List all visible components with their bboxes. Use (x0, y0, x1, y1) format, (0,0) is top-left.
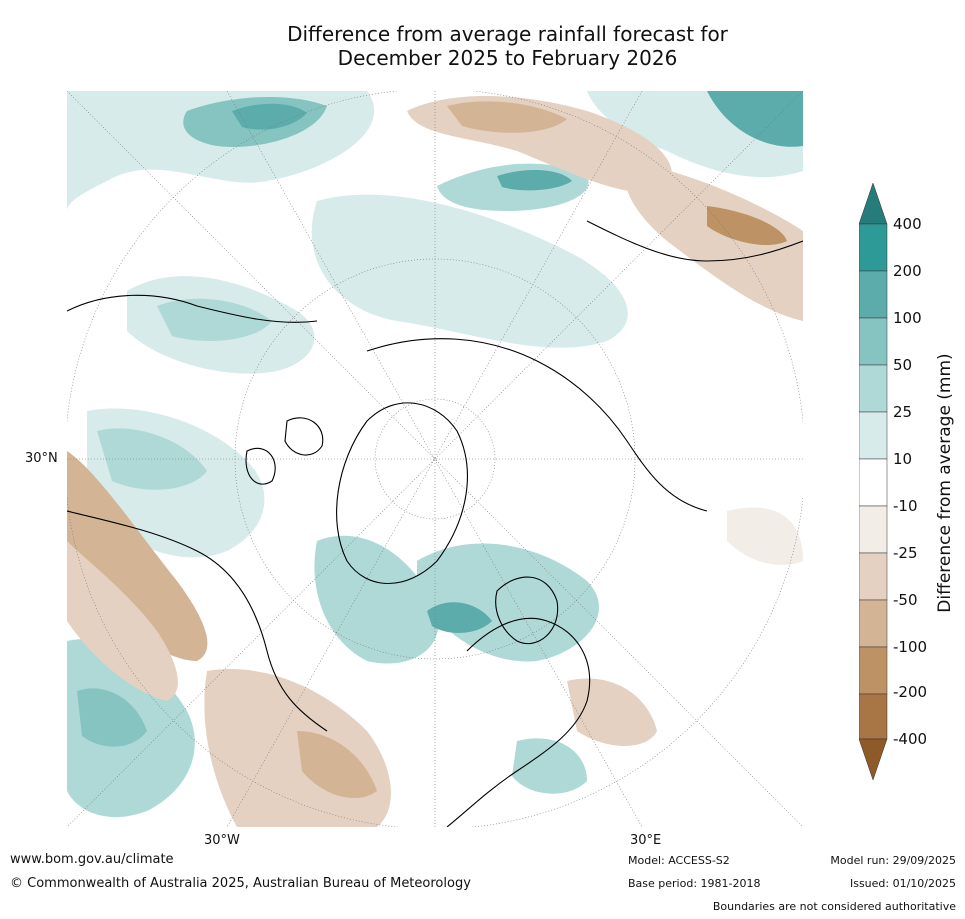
wet-region-north-pacific-peak (232, 103, 307, 130)
colorbar-tick-m400: -400 (893, 730, 928, 748)
colorbar-tick-200: 200 (893, 262, 922, 280)
lat-label-30n: 30°N (25, 451, 58, 466)
coast-europe (446, 617, 591, 827)
coast-scandinavia (495, 576, 559, 645)
colorbar-swatch-m100 (859, 646, 888, 695)
dry-region-south-europe (567, 678, 657, 746)
wet-anomaly-regions (67, 91, 803, 818)
colorbar-swatch-25 (859, 411, 888, 460)
meridian-45a (67, 91, 803, 827)
rainfall-anomaly-map (67, 91, 803, 827)
coast-canadian-archipelago (245, 417, 324, 485)
colorbar-swatch-neutral (859, 458, 888, 507)
dry-region-east-margin (727, 507, 803, 565)
coast-north-america (67, 510, 328, 732)
footer-model-run: Model run: 29/09/2025 (830, 854, 956, 867)
wet-region-scandinavia (417, 543, 599, 662)
coastlines (67, 220, 803, 827)
colorbar-swatch-m10 (859, 505, 888, 554)
colorbar-tick-m50: -50 (893, 591, 918, 609)
footer-website[interactable]: www.bom.gov.au/climate (10, 852, 174, 867)
colorbar-swatch-m200 (859, 693, 888, 740)
colorbar-swatch-400 (859, 223, 888, 272)
wet-region-europe-north-core (707, 91, 803, 147)
coast-siberia (366, 338, 708, 512)
wet-region-greenland-east (314, 535, 439, 664)
footer-copyright: © Commonwealth of Australia 2025, Austra… (10, 876, 471, 891)
colorbar-tick-400: 400 (893, 215, 922, 233)
colorbar-swatch-200 (859, 270, 888, 319)
colorbar-tick-10: 10 (893, 450, 913, 468)
wet-region-alaska-core (157, 298, 272, 341)
colorbar-swatch-50 (859, 364, 888, 413)
meridian-45b (67, 91, 803, 827)
colorbar-swatch-m50 (859, 599, 888, 648)
colorbar-tick-m200: -200 (893, 683, 928, 701)
lon-label-30e: 30°E (630, 833, 662, 848)
footer-base-period: Base period: 1981-2018 (628, 877, 761, 890)
dry-region-north-atlantic-east-core (447, 101, 567, 133)
dry-region-east-asia-core (707, 206, 787, 246)
lon-label-30w: 30°W (204, 833, 240, 848)
wet-region-russia-band-core (497, 169, 572, 191)
colorbar-tick-50: 50 (893, 356, 913, 374)
dry-region-atlantic-south-core (297, 731, 377, 799)
colorbar-tick-m10: -10 (893, 497, 918, 515)
colorbar-tick-m100: -100 (893, 638, 928, 656)
footer-model: Model: ACCESS-S2 (628, 854, 730, 867)
graticule (67, 91, 803, 827)
coast-east-asia (586, 220, 803, 262)
coast-alaska (67, 294, 318, 323)
wet-region-scandinavia-core (427, 602, 492, 633)
colorbar-tick-m25: -25 (893, 544, 918, 562)
title-line-2: December 2025 to February 2026 (337, 46, 678, 70)
wet-region-mediterranean (512, 738, 587, 794)
dry-region-north-america-west (67, 451, 208, 661)
colorbar-tick-25: 25 (893, 403, 913, 421)
wet-region-siberia (311, 194, 628, 348)
dry-region-atlantic-south (204, 669, 391, 827)
footer-disclaimer: Boundaries are not considered authoritat… (712, 900, 956, 913)
dry-region-north-america-west-outer (67, 541, 178, 701)
title-line-1: Difference from average rainfall forecas… (287, 22, 728, 46)
coast-greenland (336, 402, 468, 584)
chart-title: Difference from average rainfall forecas… (140, 22, 875, 70)
dry-region-east-asia (624, 161, 803, 321)
dry-anomaly-regions (67, 96, 803, 827)
colorbar-arrow-top (859, 183, 888, 225)
colorbar-swatch-m25 (859, 552, 888, 601)
map-svg (67, 91, 803, 827)
footer-issued: Issued: 01/10/2025 (849, 877, 956, 890)
wet-region-atlantic-core (77, 688, 147, 747)
colorbar-swatch-100 (859, 317, 888, 366)
colorbar-tick-100: 100 (893, 309, 922, 327)
latitude-circle-60 (374, 398, 496, 520)
colorbar-label: Difference from average (mm) (935, 353, 955, 613)
colorbar-arrow-bottom (859, 738, 888, 781)
colorbar (859, 183, 888, 781)
